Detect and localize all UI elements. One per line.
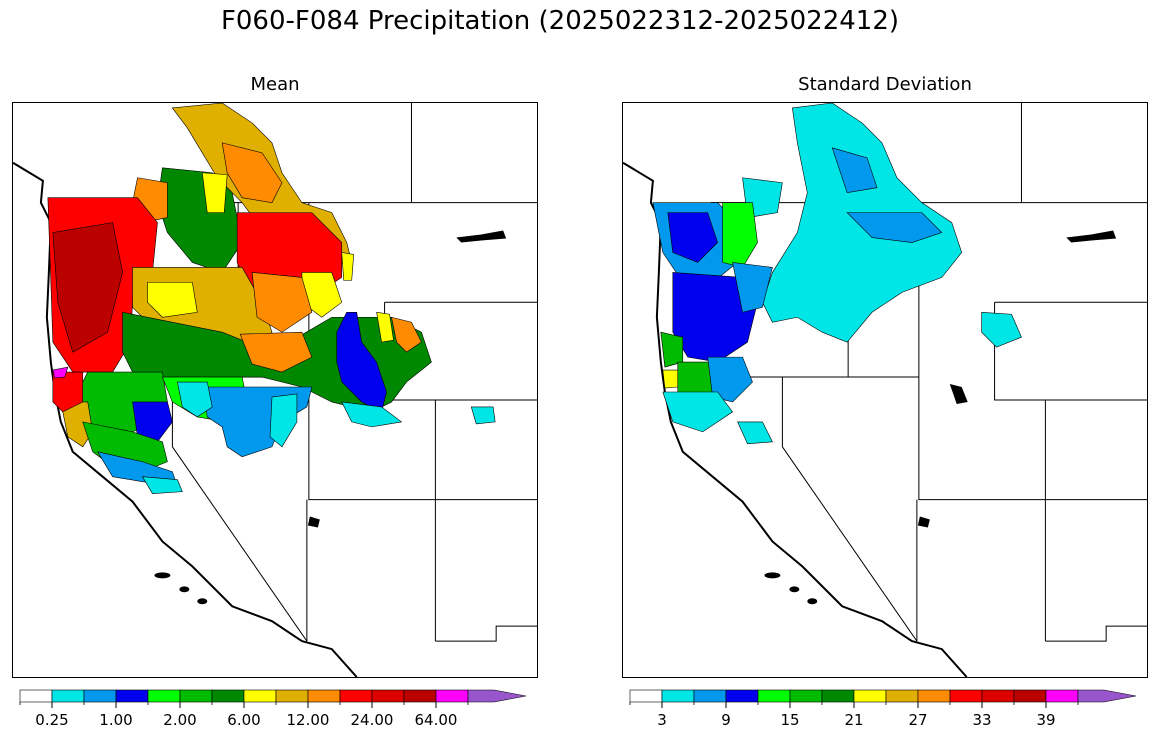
colorbar-swatch xyxy=(83,689,117,703)
colorbar-tick-label: 3 xyxy=(657,711,667,729)
colorbar-swatch xyxy=(51,689,85,703)
colorbar-swatch xyxy=(949,689,983,703)
colorbar-swatch xyxy=(917,689,951,703)
colorbar-swatch xyxy=(179,689,213,703)
state-border xyxy=(435,625,537,642)
state-border xyxy=(1045,625,1147,642)
colorbar-swatch xyxy=(661,689,695,703)
colorbar-swatch xyxy=(885,689,919,703)
colorbar-tick-label: 6.00 xyxy=(227,711,260,729)
state-border xyxy=(918,202,1147,501)
colorbar-swatch xyxy=(307,689,341,703)
colorbar-swatch xyxy=(275,689,309,703)
colorbar-swatch xyxy=(821,689,855,703)
state-border xyxy=(410,103,537,204)
colorbar-swatch xyxy=(115,689,149,703)
colorbar-swatch xyxy=(403,689,437,703)
colorbar-tick-label: 21 xyxy=(844,711,863,729)
colorbar-swatch xyxy=(629,689,663,703)
colorbar-tick-label: 9 xyxy=(721,711,731,729)
panel-title-mean: Mean xyxy=(250,74,300,95)
colorbar-swatch xyxy=(853,689,887,703)
colorbar-mean: 0.25 1.00 2.00 6.00 12.00 24.00 64.00 xyxy=(19,689,530,730)
colorbar-swatch xyxy=(725,689,759,703)
state-border xyxy=(1020,103,1147,204)
colorbar-swatch xyxy=(1013,689,1047,703)
colorbar-swatch xyxy=(757,689,791,703)
colorbar-tick-label: 12.00 xyxy=(287,711,330,729)
colorbar-tick-label: 15 xyxy=(780,711,799,729)
map-mean xyxy=(12,102,538,678)
colorbar-swatch xyxy=(467,689,527,703)
colorbar-swatch xyxy=(147,689,181,703)
colorbar-swatch xyxy=(693,689,727,703)
colorbar-tick-label: 33 xyxy=(972,711,991,729)
colorbar-tick-label: 39 xyxy=(1036,711,1055,729)
colorbar-swatch xyxy=(1077,689,1137,703)
colorbar-swatch xyxy=(435,689,469,703)
lake xyxy=(307,516,320,528)
state-border xyxy=(994,302,1147,401)
lake xyxy=(917,516,930,528)
colorbar-swatch xyxy=(19,689,53,703)
colorbar-swatch xyxy=(371,689,405,703)
lake xyxy=(1066,230,1117,243)
colorbar-swatch xyxy=(243,689,277,703)
colorbar-tick-label: 2.00 xyxy=(163,711,196,729)
colorbar-tick-label: 0.25 xyxy=(35,711,68,729)
colorbar-swatch xyxy=(1045,689,1079,703)
state-border xyxy=(781,377,918,642)
colorbar-tick-label: 27 xyxy=(908,711,927,729)
map-standard-deviation xyxy=(622,102,1148,678)
panel-title-standard-deviation: Standard Deviation xyxy=(798,74,972,95)
colorbar-swatch xyxy=(789,689,823,703)
colorbar-tick-label: 1.00 xyxy=(99,711,132,729)
colorbar-swatch xyxy=(981,689,1015,703)
colorbar-swatch xyxy=(211,689,245,703)
figure-title: F060-F084 Precipitation (2025022312-2025… xyxy=(220,6,900,36)
colorbar-tick-label: 24.00 xyxy=(351,711,394,729)
lake xyxy=(949,384,968,404)
colorbar-standard-deviation: 3 9 15 21 27 33 39 xyxy=(629,689,1140,730)
lake xyxy=(456,230,507,243)
colorbar-swatch xyxy=(339,689,373,703)
colorbar-tick-label: 64.00 xyxy=(415,711,458,729)
